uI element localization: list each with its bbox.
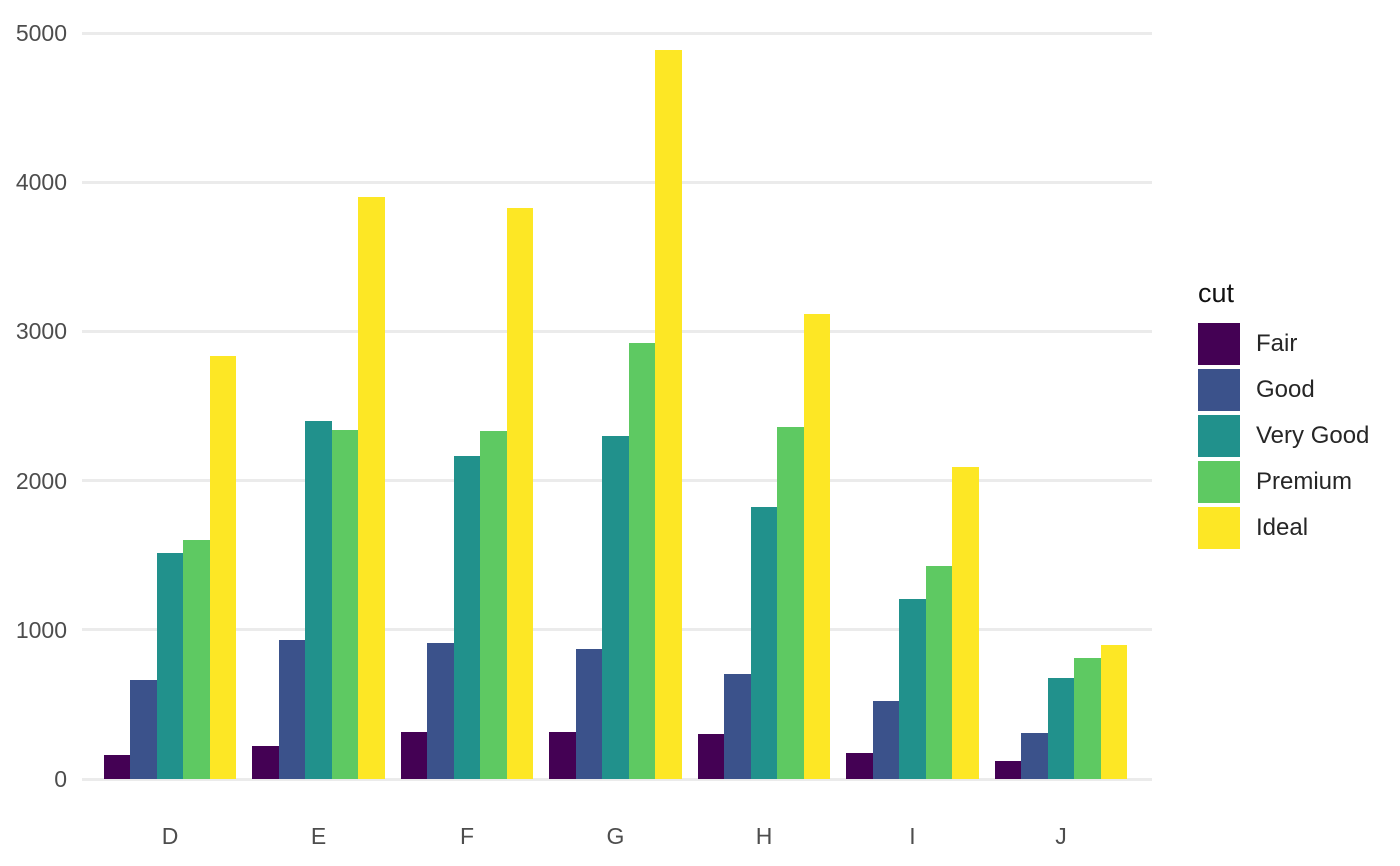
legend-item-label: Premium: [1256, 468, 1353, 495]
bar: [1021, 733, 1048, 779]
legend-swatch: [1198, 461, 1240, 503]
legend-item: Ideal: [1198, 507, 1369, 549]
bar: [209, 356, 237, 779]
bar: [549, 732, 576, 779]
gridline: [82, 777, 1152, 781]
bar: [400, 732, 428, 779]
x-tick-label: J: [1055, 823, 1067, 849]
bar: [1074, 658, 1101, 779]
y-tick-label: 1000: [15, 616, 67, 643]
bar: [1047, 677, 1075, 779]
bar: [575, 649, 603, 779]
bar-group: [400, 33, 534, 779]
bar-group: [846, 33, 979, 779]
legend-swatch: [1198, 507, 1240, 549]
x-tick-label: F: [459, 823, 475, 849]
y-tick-label: 0: [54, 766, 67, 792]
bar: [952, 466, 979, 779]
y-tick-label: 4000: [15, 169, 67, 196]
bar: [602, 436, 629, 779]
y-tick-label: 2000: [15, 467, 67, 494]
bar: [252, 745, 279, 779]
y-tick-label: 3000: [15, 318, 67, 345]
legend-item-label: Very Good: [1256, 422, 1370, 449]
bar: [183, 539, 210, 779]
legend-item: Fair: [1198, 323, 1369, 365]
bar: [872, 701, 900, 779]
legend-item-label: Good: [1256, 376, 1315, 403]
bar: [628, 342, 656, 779]
bar-group: [103, 33, 237, 779]
bar: [480, 431, 507, 779]
bar: [846, 752, 873, 779]
x-tick-label: H: [755, 823, 773, 849]
plot-panel: [82, 31, 1152, 781]
legend-item: Very Good: [1198, 415, 1369, 457]
legend-title: cut: [1198, 278, 1235, 308]
legend-swatch: [1198, 323, 1240, 365]
x-tick-label: D: [161, 823, 179, 849]
bar: [305, 420, 332, 779]
bar: [358, 196, 385, 779]
x-tick-label: E: [310, 823, 327, 849]
gridline: [82, 180, 1152, 184]
bar-group: [252, 33, 385, 779]
bar-group: [994, 33, 1128, 779]
bar: [1100, 645, 1128, 779]
legend-item-label: Ideal: [1256, 514, 1309, 541]
bar: [130, 680, 157, 779]
gridline: [82, 31, 1152, 35]
bar: [750, 506, 778, 779]
bar: [777, 426, 804, 779]
bar: [724, 674, 751, 779]
bar: [453, 456, 481, 779]
bar: [506, 208, 534, 779]
x-tick-label: I: [909, 823, 916, 849]
legend-items: Fair Good Very Good Premium Ideal: [1198, 323, 1369, 549]
gridline: [82, 329, 1152, 333]
bar: [803, 314, 831, 779]
bar: [655, 50, 682, 779]
bar: [156, 553, 184, 779]
x-tick-label: G: [606, 823, 625, 849]
legend-item: Premium: [1198, 461, 1369, 503]
legend-swatch: [1198, 369, 1240, 411]
bar: [925, 565, 953, 779]
legend-item-label: Fair: [1256, 330, 1298, 357]
bar: [278, 639, 306, 779]
legend: cut Fair Good Very Good Premium Ideal: [1198, 276, 1369, 549]
bar-group: [697, 33, 831, 779]
y-tick-label: 5000: [15, 20, 67, 46]
legend-swatch: [1198, 415, 1240, 457]
legend-item: Good: [1198, 369, 1369, 411]
bar: [103, 754, 131, 779]
bar-group: [549, 33, 682, 779]
bar: [899, 599, 926, 779]
bar: [697, 733, 725, 779]
bar: [994, 761, 1022, 779]
bar: [427, 643, 454, 779]
bar: [331, 430, 359, 779]
